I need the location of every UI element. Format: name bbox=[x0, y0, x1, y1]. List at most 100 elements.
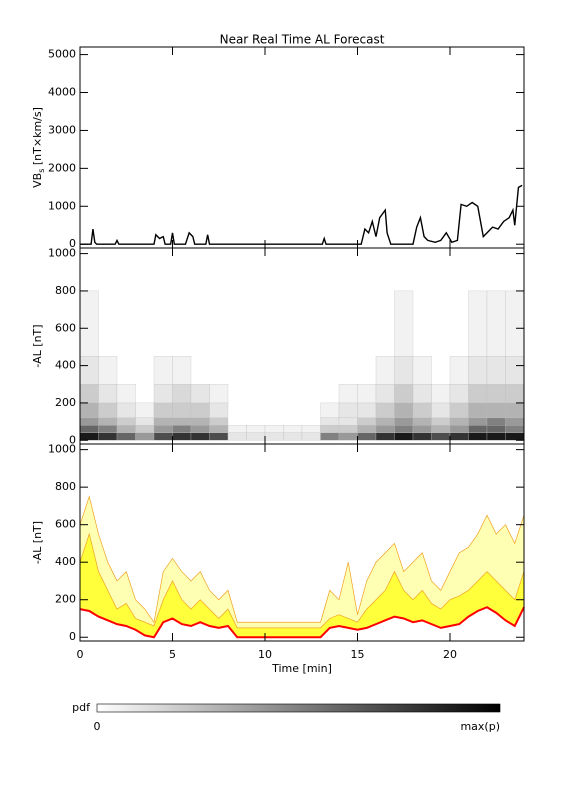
x-tick-label: 10 bbox=[258, 648, 272, 661]
panel bbox=[79, 290, 525, 441]
heat-cell bbox=[153, 402, 173, 419]
heat-cell bbox=[172, 425, 192, 433]
y-tick-label: 0 bbox=[69, 237, 76, 250]
heat-cell bbox=[394, 432, 414, 441]
y-tick-label: 0 bbox=[69, 433, 76, 446]
x-tick-label: 15 bbox=[351, 648, 365, 661]
y-tick-label: 800 bbox=[55, 284, 76, 297]
y-axis-label-part: VB bbox=[31, 173, 44, 188]
heat-cell bbox=[357, 402, 377, 419]
heat-cell bbox=[505, 356, 525, 385]
y-tick-label: 2000 bbox=[48, 161, 76, 174]
heat-cell bbox=[412, 417, 432, 426]
heat-cell bbox=[431, 402, 451, 419]
heat-cell bbox=[320, 417, 340, 426]
heat-cell bbox=[116, 432, 136, 441]
heat-cell bbox=[375, 425, 395, 433]
band-area bbox=[80, 534, 524, 638]
heat-cell bbox=[431, 425, 451, 433]
heat-cell bbox=[172, 384, 192, 404]
data-line bbox=[80, 184, 523, 245]
plot-frame bbox=[79, 443, 525, 642]
heat-cell bbox=[172, 356, 192, 385]
heat-cell bbox=[320, 425, 340, 433]
heat-cell bbox=[505, 425, 525, 433]
heat-cell bbox=[505, 384, 525, 404]
heat-cell bbox=[449, 425, 469, 433]
y-tick-label: 800 bbox=[55, 480, 76, 493]
y-tick-label: 200 bbox=[55, 593, 76, 606]
heat-cell bbox=[209, 432, 229, 441]
heat-cell bbox=[79, 417, 99, 426]
heat-cell bbox=[116, 425, 136, 433]
heat-cell bbox=[135, 402, 155, 419]
heat-cell bbox=[468, 290, 488, 357]
heat-cell bbox=[357, 384, 377, 404]
colorbar bbox=[96, 703, 501, 713]
heat-cell bbox=[412, 384, 432, 404]
heat-cell bbox=[320, 432, 340, 441]
panel bbox=[79, 495, 525, 639]
heat-cell bbox=[301, 425, 321, 433]
colorbar-min: 0 bbox=[94, 720, 101, 733]
heat-cell bbox=[505, 417, 525, 426]
heat-cell bbox=[153, 425, 173, 433]
heat-cell bbox=[449, 384, 469, 404]
heat-cell bbox=[283, 425, 303, 433]
y-tick-label: 1000 bbox=[48, 443, 76, 456]
y-tick-label: 0 bbox=[69, 630, 76, 643]
heat-cell bbox=[338, 425, 358, 433]
y-tick-label: 200 bbox=[55, 396, 76, 409]
heat-cell bbox=[209, 425, 229, 433]
heat-cell bbox=[98, 402, 118, 419]
heat-cell bbox=[338, 432, 358, 441]
heat-cell bbox=[190, 402, 210, 419]
y-axis-label: -AL [nT] bbox=[31, 324, 44, 367]
heat-cell bbox=[227, 425, 247, 433]
heat-cell bbox=[79, 290, 99, 357]
colorbar-max: max(p) bbox=[460, 720, 500, 733]
heat-cell bbox=[394, 356, 414, 385]
heat-cell bbox=[486, 417, 506, 426]
y-tick-label: 1000 bbox=[48, 199, 76, 212]
heat-cell bbox=[412, 432, 432, 441]
heat-cell bbox=[135, 432, 155, 441]
heat-cell bbox=[246, 432, 266, 441]
heat-cell bbox=[98, 356, 118, 385]
heat-cell bbox=[357, 432, 377, 441]
heat-cell bbox=[468, 432, 488, 441]
x-tick-label: 5 bbox=[169, 648, 176, 661]
y-tick-label: 5000 bbox=[48, 48, 76, 61]
heat-cell bbox=[246, 425, 266, 433]
heat-cell bbox=[116, 384, 136, 404]
heat-cell bbox=[190, 432, 210, 441]
x-axis-label: Time [min] bbox=[271, 662, 332, 675]
y-axis-label: -AL [nT] bbox=[31, 521, 44, 564]
band-edge bbox=[79, 532, 525, 629]
heat-cell bbox=[79, 356, 99, 385]
y-axis-label-part: s bbox=[37, 169, 46, 173]
heat-cell bbox=[486, 402, 506, 419]
heat-cell bbox=[357, 425, 377, 433]
heat-cell bbox=[486, 356, 506, 385]
heat-cell bbox=[412, 402, 432, 419]
heat-cell bbox=[431, 432, 451, 441]
heat-cell bbox=[505, 432, 525, 441]
heat-cell bbox=[190, 384, 210, 404]
heat-cell bbox=[505, 402, 525, 419]
heat-cell bbox=[468, 425, 488, 433]
heat-cell bbox=[283, 432, 303, 441]
x-tick-label: 20 bbox=[443, 648, 457, 661]
heat-cell bbox=[449, 356, 469, 385]
colorbar-label: pdf bbox=[72, 701, 91, 714]
heat-cell bbox=[264, 432, 284, 441]
y-tick-label: 600 bbox=[55, 518, 76, 531]
y-axis-label: VBs [nT×km/s] bbox=[31, 107, 46, 188]
heat-cell bbox=[375, 432, 395, 441]
heat-cell bbox=[98, 425, 118, 433]
y-tick-label: 4000 bbox=[48, 86, 76, 99]
heat-cell bbox=[431, 417, 451, 426]
heat-cell bbox=[79, 432, 99, 441]
y-tick-label: 400 bbox=[55, 359, 76, 372]
